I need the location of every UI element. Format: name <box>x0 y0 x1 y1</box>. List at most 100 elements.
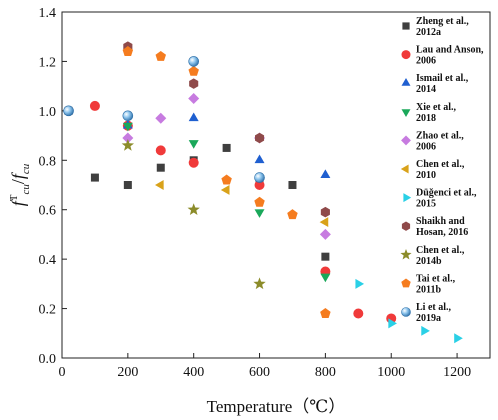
x-tick-label: 600 <box>249 365 270 380</box>
x-axis-label: Temperature（℃） <box>207 397 346 416</box>
point-series-9 <box>221 174 232 185</box>
legend-label: 2010 <box>416 170 436 181</box>
point-series-8 <box>187 203 200 215</box>
legend-label: Düğenci et al., <box>416 188 477 199</box>
point-series-8 <box>121 138 135 151</box>
legend-label: 2006 <box>416 56 436 67</box>
y-tick-label: 1.0 <box>39 105 57 120</box>
point-series-0 <box>321 252 330 261</box>
legend-marker-8 <box>400 248 412 260</box>
point-series-9 <box>188 65 199 76</box>
point-series-2 <box>320 169 331 178</box>
point-series-4 <box>122 132 134 144</box>
x-tick-label: 1200 <box>443 365 471 380</box>
plot-frame <box>61 11 491 359</box>
point-series-10 <box>188 56 199 67</box>
point-series-3 <box>320 273 331 283</box>
y-tick-label: 0.8 <box>39 154 57 169</box>
y-tick-label: 0.4 <box>39 253 57 268</box>
point-series-6 <box>421 325 430 336</box>
legend-label: Chen et al., <box>416 159 465 170</box>
legend-marker-3 <box>401 109 411 117</box>
legend-label: Zheng et al., <box>416 16 469 27</box>
point-series-5 <box>155 180 164 190</box>
legend-label: Shaikh and <box>416 216 465 227</box>
axis-ticks: 0 200 400 600 800 1000 1200 0.0 0.2 0.4 0.6 0.8 1.0 1… <box>39 6 472 380</box>
legend-marker-4 <box>401 135 411 146</box>
legend-label: 2014 <box>416 84 436 95</box>
legend-label: 2012a <box>416 27 441 38</box>
point-series-10 <box>122 110 134 122</box>
x-tick-label: 200 <box>117 365 138 380</box>
point-series-1 <box>254 180 265 190</box>
legend-label: 2014b <box>416 256 442 267</box>
point-series-0 <box>222 143 231 152</box>
point-series-3 <box>122 122 133 132</box>
legend-marker-10 <box>401 307 411 317</box>
point-series-1 <box>188 157 199 168</box>
point-series-3 <box>254 209 265 218</box>
legend-label: 2006 <box>416 141 436 152</box>
point-series-6 <box>388 318 397 329</box>
point-series-0 <box>288 181 297 189</box>
point-series-4 <box>155 112 167 124</box>
point-series-0 <box>123 181 132 189</box>
point-series-5 <box>220 184 230 195</box>
point-series-7 <box>254 132 265 144</box>
point-series-1 <box>353 308 364 319</box>
legend-marker-1 <box>401 50 411 60</box>
legend-label: Hosan, 2016 <box>416 227 468 238</box>
y-tick-label: 1.2 <box>39 55 57 70</box>
legend-label: Li et al., <box>416 302 451 313</box>
data-points <box>63 41 463 344</box>
legend-marker-0 <box>402 22 410 30</box>
point-series-9 <box>122 46 134 56</box>
legend-label: Chen et al., <box>416 245 465 256</box>
legend-label: 2019a <box>416 313 441 324</box>
point-series-0 <box>156 163 165 172</box>
legend-marker-2 <box>401 78 411 86</box>
point-series-2 <box>254 154 265 164</box>
point-series-10 <box>254 172 265 183</box>
legend-marker-9 <box>401 278 411 288</box>
x-tick-label: 400 <box>183 365 204 380</box>
point-series-7 <box>320 206 330 218</box>
point-series-8 <box>253 277 266 290</box>
legend-marker-7 <box>401 221 411 231</box>
point-series-6 <box>454 333 463 344</box>
point-series-5 <box>319 217 329 228</box>
legend-label: Ismail et al., <box>416 73 469 84</box>
point-series-9 <box>287 209 298 220</box>
legend-label: 2015 <box>416 199 436 210</box>
point-series-2 <box>188 112 199 122</box>
legend-label: 2011b <box>416 284 441 295</box>
point-series-10 <box>63 105 74 117</box>
legend-label: Lau and Anson, <box>416 45 484 56</box>
y-tick-label: 0.6 <box>39 204 57 219</box>
point-series-4 <box>188 93 200 104</box>
legend-label: Zhao et al., <box>416 130 464 141</box>
x-tick-label: 1000 <box>377 365 405 380</box>
legend-marker-6 <box>403 193 412 203</box>
point-series-3 <box>188 140 199 149</box>
x-tick-label: 800 <box>315 365 336 380</box>
point-series-9 <box>320 308 331 318</box>
y-tick-label: 0.2 <box>39 303 57 318</box>
point-series-7 <box>189 78 199 89</box>
point-series-0 <box>90 173 99 182</box>
point-series-1 <box>155 145 166 156</box>
point-series-6 <box>355 278 365 289</box>
y-tick-label: 0.0 <box>39 352 57 367</box>
legend-label: 2018 <box>416 113 436 124</box>
x-tick-label: 0 <box>59 365 66 380</box>
legend-label: Tai et al., <box>416 273 456 284</box>
y-tick-label: 1.4 <box>39 6 57 21</box>
point-series-4 <box>319 228 331 240</box>
legend-marker-5 <box>400 164 409 174</box>
point-series-9 <box>254 196 265 207</box>
point-series-9 <box>155 50 166 61</box>
point-series-1 <box>89 100 100 111</box>
y-axis-label: fTcu/fcu <box>8 163 32 206</box>
